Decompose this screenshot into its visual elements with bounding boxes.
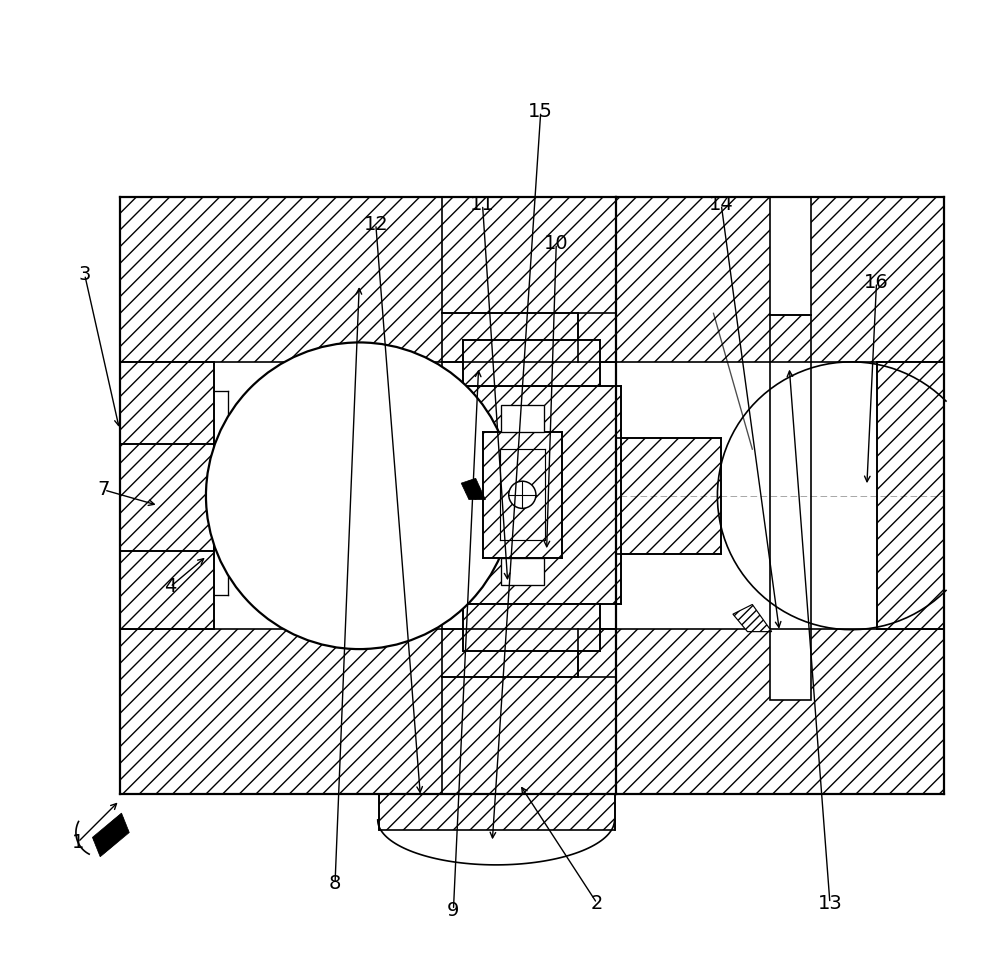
Polygon shape — [442, 629, 616, 793]
Polygon shape — [616, 437, 721, 554]
Text: 13: 13 — [818, 894, 842, 913]
Circle shape — [509, 481, 536, 508]
Text: 15: 15 — [528, 102, 553, 121]
Text: 14: 14 — [709, 195, 734, 214]
Polygon shape — [379, 793, 615, 830]
Text: 1: 1 — [72, 833, 84, 852]
Polygon shape — [120, 362, 214, 629]
Text: 16: 16 — [864, 272, 889, 292]
Text: 8: 8 — [329, 874, 341, 893]
Bar — [501, 404, 544, 431]
Polygon shape — [120, 629, 616, 793]
Text: 3: 3 — [78, 265, 91, 284]
Polygon shape — [120, 197, 616, 362]
Text: 12: 12 — [363, 215, 388, 233]
Polygon shape — [616, 197, 944, 362]
Polygon shape — [483, 431, 562, 558]
Text: 4: 4 — [164, 578, 176, 596]
Circle shape — [206, 343, 513, 649]
Text: 11: 11 — [470, 195, 495, 214]
Text: 2: 2 — [591, 894, 603, 913]
Bar — [501, 558, 544, 585]
Polygon shape — [461, 478, 485, 500]
Polygon shape — [92, 813, 129, 857]
Text: 7: 7 — [98, 480, 110, 500]
Polygon shape — [442, 386, 621, 604]
Text: 9: 9 — [447, 901, 460, 919]
Polygon shape — [733, 604, 772, 631]
Polygon shape — [463, 340, 600, 386]
Polygon shape — [120, 444, 214, 551]
Text: 10: 10 — [544, 234, 569, 253]
Polygon shape — [463, 604, 600, 651]
Polygon shape — [442, 197, 616, 362]
Polygon shape — [877, 362, 944, 629]
Polygon shape — [616, 629, 944, 793]
